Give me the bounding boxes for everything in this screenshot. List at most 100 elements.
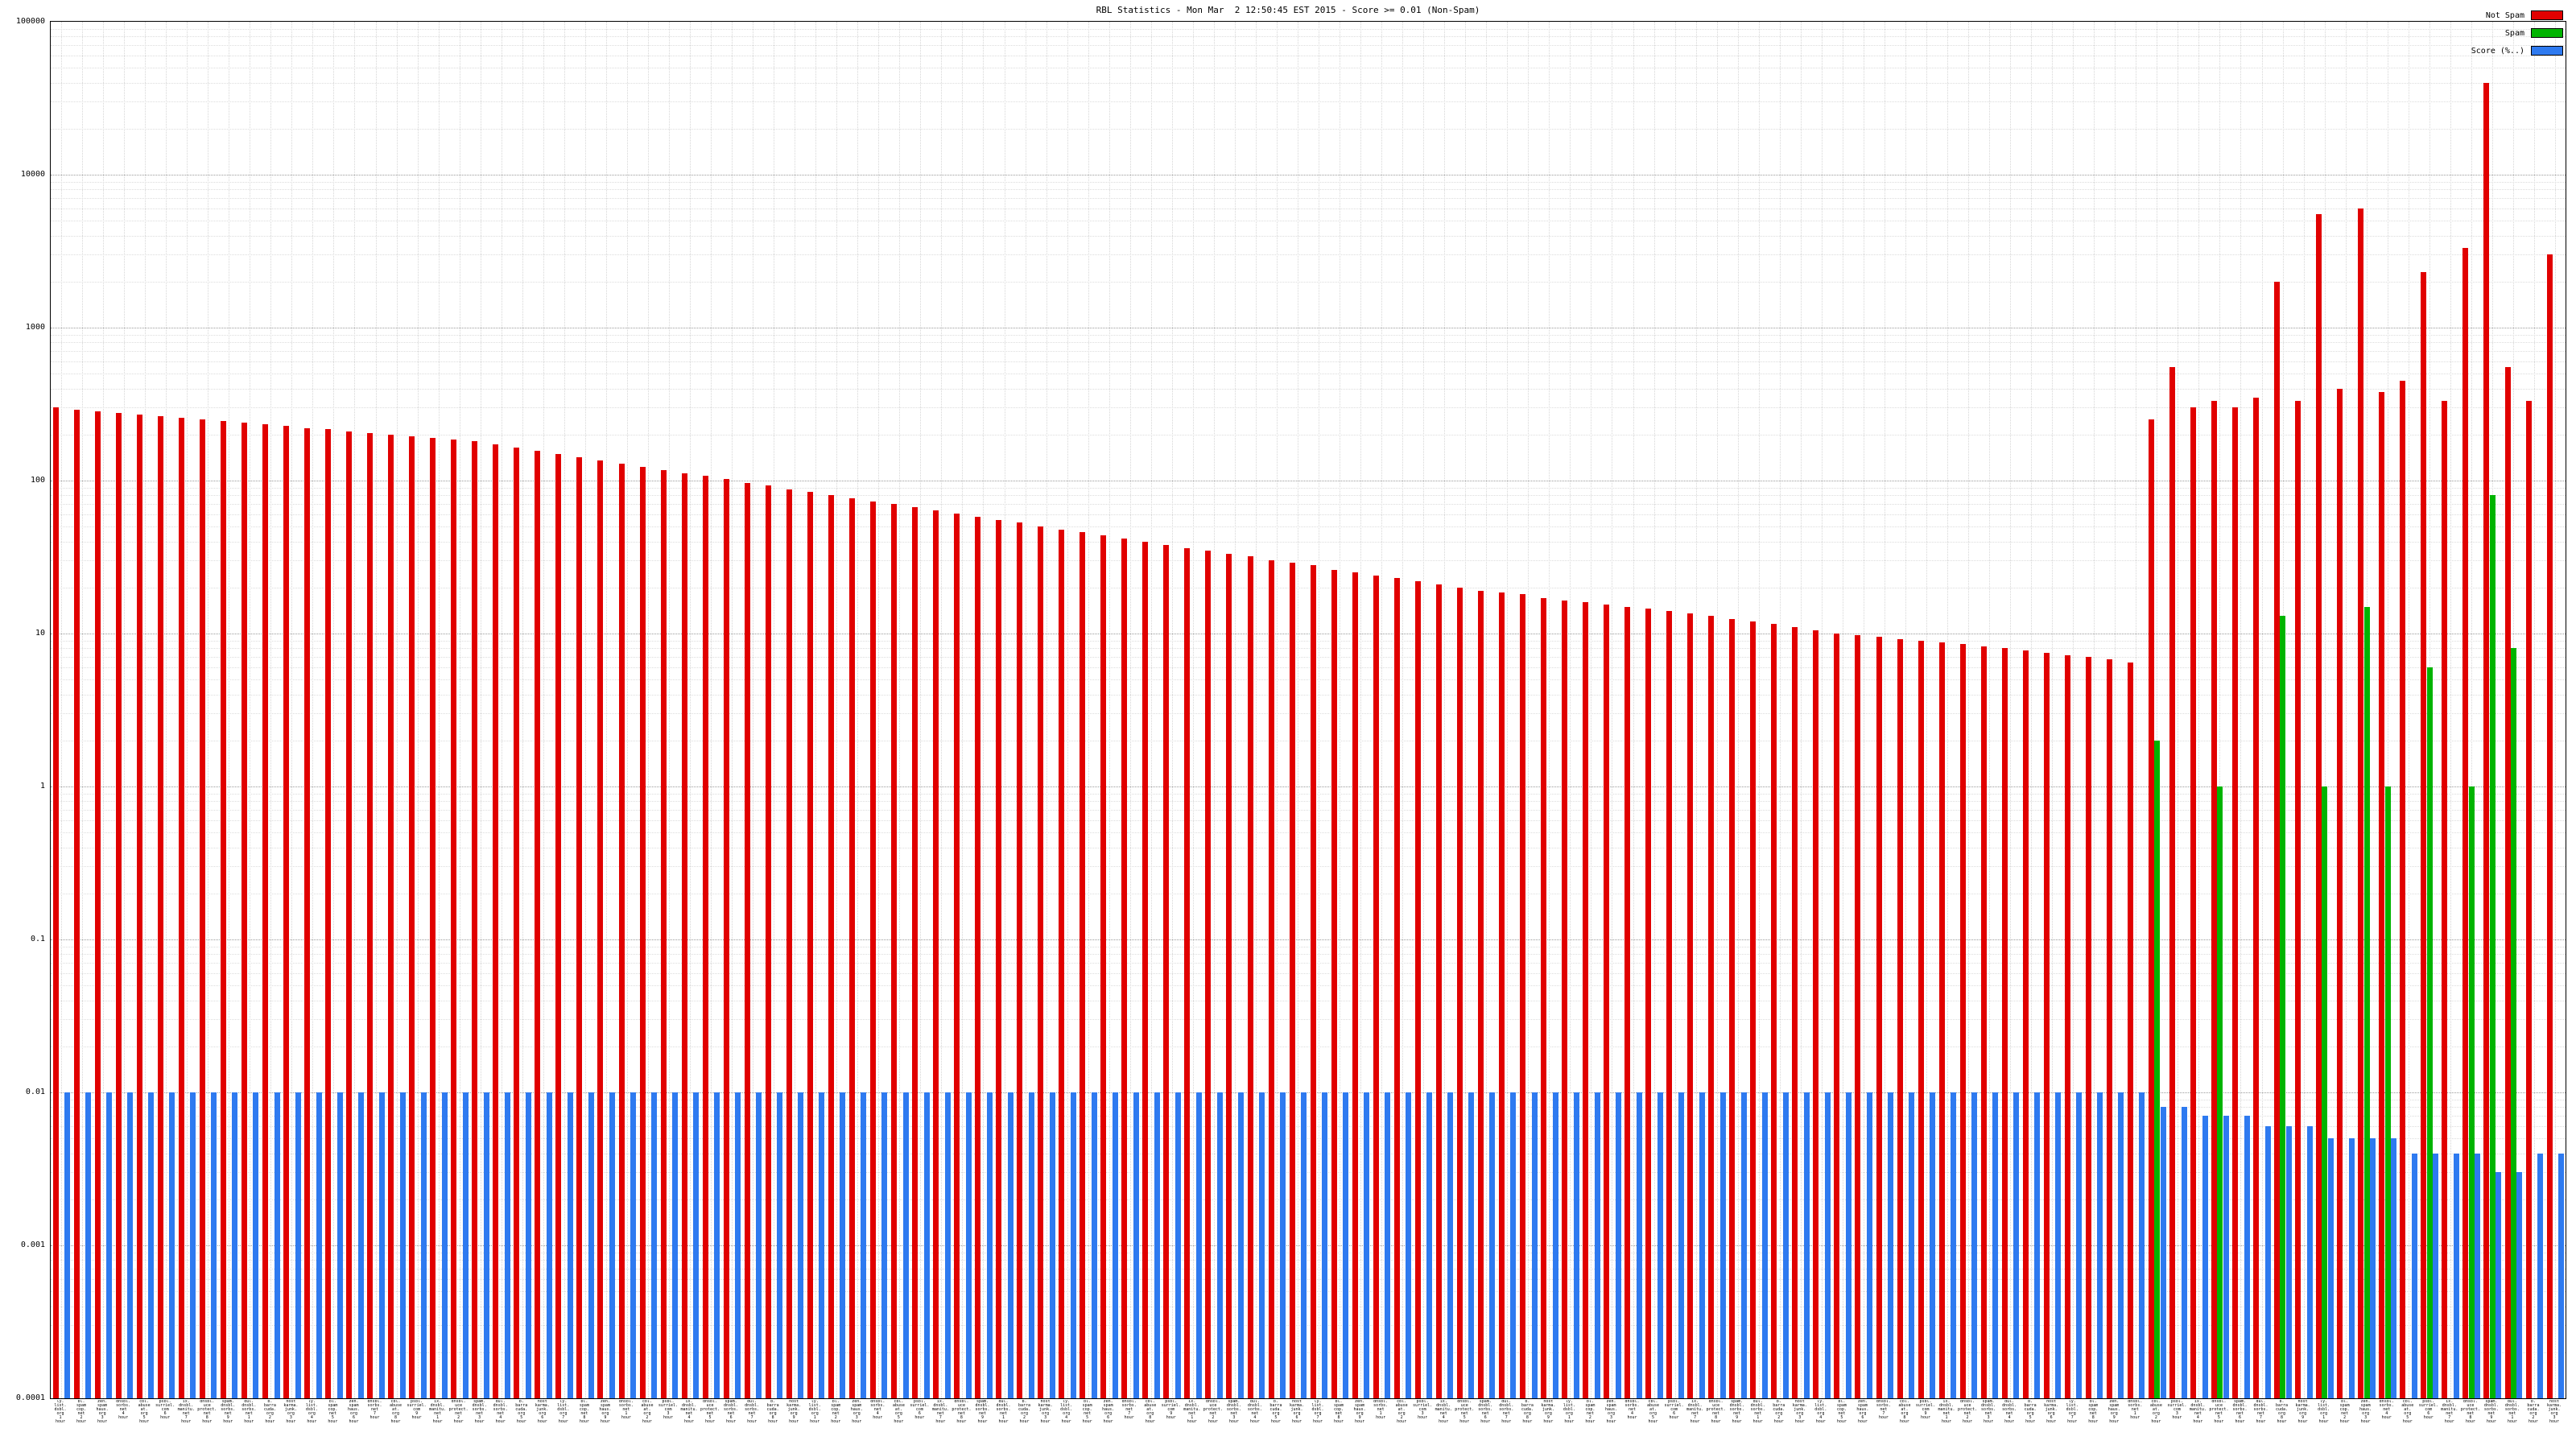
bar-score xyxy=(2453,1153,2459,1398)
gridline-vertical xyxy=(2261,22,2263,1398)
bar-not-spam xyxy=(157,415,163,1398)
bar-not-spam xyxy=(1247,556,1253,1398)
gridline-minor xyxy=(51,1019,2566,1021)
bar-score xyxy=(588,1092,594,1398)
bar-not-spam xyxy=(1729,618,1736,1398)
gridline-minor xyxy=(51,1279,2566,1281)
gridline-vertical xyxy=(82,22,84,1398)
x-tick-label: zen. spam haus. org 9 hour xyxy=(1353,1400,1366,1424)
gridline-vertical xyxy=(2324,22,2326,1398)
x-tick-label: b. barra cuda. org 8 hour xyxy=(2276,1400,2289,1424)
bar-not-spam xyxy=(1059,529,1065,1398)
y-tick-label: 10 xyxy=(35,629,45,638)
x-tick-label: zen. spam haus. org 6 hour xyxy=(1102,1400,1115,1424)
gridline-vertical xyxy=(605,22,607,1398)
bar-not-spam xyxy=(1876,637,1882,1398)
x-tick-label: dnsbl. uce protect. net 8 hour xyxy=(2460,1400,2480,1424)
gridline-vertical xyxy=(626,22,628,1398)
bar-score xyxy=(2034,1092,2041,1398)
bar-score xyxy=(2139,1092,2145,1398)
bar-not-spam xyxy=(1100,535,1107,1398)
bar-not-spam xyxy=(1163,544,1170,1398)
gridline-vertical xyxy=(1255,22,1257,1398)
x-tick-label: host karma. junk. org 6 hour xyxy=(1289,1400,1304,1424)
bar-score xyxy=(504,1092,510,1398)
x-tick-label: dul. dnsbl. sorbs. net 4 hour xyxy=(493,1400,508,1424)
gridline-minor xyxy=(51,1107,2566,1108)
bar-not-spam xyxy=(1604,604,1610,1398)
gridline-vertical xyxy=(2471,22,2472,1398)
x-tick-label: host karma. junk. org 6 hour xyxy=(2044,1400,2059,1424)
bar-score xyxy=(2264,1126,2271,1398)
gridline-vertical xyxy=(522,22,523,1398)
bar-score xyxy=(1636,1092,1642,1398)
bar-score xyxy=(2181,1107,2187,1398)
gridline-minor xyxy=(51,181,2566,183)
x-tick-label: psbl. surriel. com 3 hour xyxy=(2167,1400,2187,1420)
gridline-minor xyxy=(51,28,2566,30)
gridline-vertical xyxy=(1046,22,1047,1398)
x-tick-label: psbl. surriel. com 6 hour xyxy=(155,1400,175,1420)
legend-label: Score (%..) xyxy=(2471,46,2524,56)
bar-not-spam xyxy=(2462,248,2469,1398)
bar-not-spam xyxy=(1938,642,1945,1398)
gridline-minor xyxy=(51,963,2566,964)
gridline-vertical xyxy=(711,22,712,1398)
gridline-minor xyxy=(51,694,2566,696)
bar-not-spam xyxy=(954,513,960,1398)
bar-not-spam xyxy=(1918,640,1924,1398)
gridline-minor xyxy=(51,254,2566,256)
bar-score xyxy=(1867,1092,1873,1398)
x-tick-label: spam. dnsbl. sorbs. net 3 hour xyxy=(1981,1400,1996,1424)
gridline-minor xyxy=(51,657,2566,658)
bar-score xyxy=(1951,1092,1957,1398)
y-tick-label: 1 xyxy=(39,782,45,791)
bar-not-spam xyxy=(451,440,457,1398)
bar-score xyxy=(1824,1092,1831,1398)
bar-score xyxy=(2390,1138,2396,1398)
gridline-minor xyxy=(51,1352,2566,1353)
gridline-minor xyxy=(51,973,2566,975)
gridline-minor xyxy=(51,801,2566,803)
bar-spam xyxy=(2217,786,2223,1398)
bar-score xyxy=(1049,1092,1055,1398)
x-tick-label: zen. spam haus. org 3 hour xyxy=(96,1400,109,1424)
x-tick-label: cbl. abuse at. org 2 hour xyxy=(2149,1400,2162,1424)
x-tick-label: spam. dnsbl. sorbs. net 9 hour xyxy=(1729,1400,1744,1424)
gridline-vertical xyxy=(1633,22,1634,1398)
bar-score xyxy=(986,1092,993,1398)
x-tick-label: cbl. abuse at. org 5 hour xyxy=(1647,1400,1660,1424)
bar-score xyxy=(1280,1092,1286,1398)
gridline-vertical xyxy=(1507,22,1509,1398)
chart-title: RBL Statistics - Mon Mar 2 12:50:45 EST … xyxy=(1096,5,1480,15)
bar-score xyxy=(253,1092,259,1398)
bar-score xyxy=(2348,1138,2355,1398)
bar-score xyxy=(1468,1092,1475,1398)
x-tick-label: psbl. surriel. com 6 hour xyxy=(1664,1400,1684,1420)
gridline-vertical xyxy=(1737,22,1739,1398)
bar-score xyxy=(1699,1092,1705,1398)
gridline-vertical xyxy=(1088,22,1089,1398)
bar-not-spam xyxy=(975,516,981,1398)
x-tick-label: cbl. abuse at. org 2 hour xyxy=(641,1400,654,1424)
gridline-minor xyxy=(51,667,2566,669)
bar-not-spam xyxy=(1310,565,1316,1398)
gridline-vertical xyxy=(1570,22,1571,1398)
bar-spam xyxy=(2280,616,2286,1398)
bar-score xyxy=(609,1092,616,1398)
gridline-minor xyxy=(51,407,2566,409)
x-tick-label: dnsbl. uce protect. net 5 hour xyxy=(1455,1400,1475,1424)
bar-score xyxy=(1322,1092,1328,1398)
bar-not-spam xyxy=(2421,272,2427,1398)
gridline-minor xyxy=(51,866,2566,868)
x-tick-label: cbl. abuse at. org 5 hour xyxy=(138,1400,151,1424)
x-tick-label: b. barra cuda. org 8 hour xyxy=(766,1400,779,1424)
legend-swatch-spam xyxy=(2531,28,2563,38)
bar-not-spam xyxy=(1456,587,1463,1398)
gridline-vertical xyxy=(1192,22,1194,1398)
gridline-vertical xyxy=(1444,22,1446,1398)
x-tick-label: ix. dnsbl. manitu. net 7 hour xyxy=(931,1400,949,1424)
gridline-vertical xyxy=(1465,22,1467,1398)
gridline-vertical xyxy=(1423,22,1425,1398)
gridline-minor xyxy=(51,82,2566,84)
